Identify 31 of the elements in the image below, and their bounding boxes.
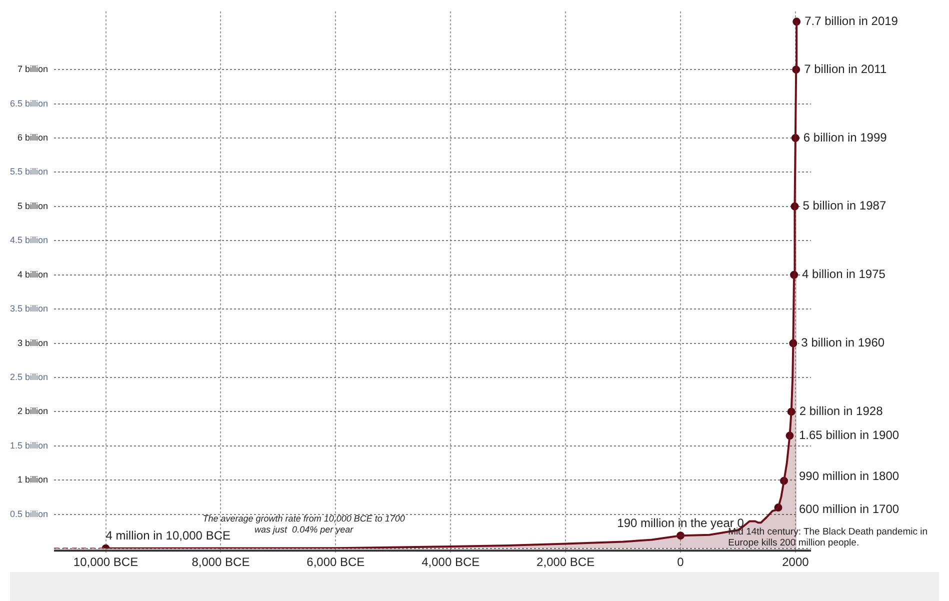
x-tick-label: 2,000 BCE <box>536 555 595 570</box>
y-tick-label: 1.5 billion <box>10 440 48 450</box>
x-tick-label: 4,000 BCE <box>422 555 480 570</box>
y-tick-label: 0.5 billion <box>10 508 48 519</box>
x-tick-label: 2000 <box>782 555 810 570</box>
y-tick-label: 3.5 billion <box>10 304 48 314</box>
annotation: 7.7 billion in 2019 <box>804 14 898 28</box>
annotation: 5 billion in 1987 <box>802 198 886 213</box>
y-tick-label: 4.5 billion <box>10 235 48 246</box>
annotation: 1.65 billion in 1900 <box>799 428 900 442</box>
y-tick-label: 1 billion <box>17 474 48 485</box>
x-tick-label: 6,000 BCE <box>306 555 365 570</box>
y-tick-label: 5 billion <box>17 200 48 211</box>
annotation: 600 million in 1700 <box>799 502 900 516</box>
y-tick-label: 4 billion <box>17 269 48 280</box>
y-tick-label: 7 billion <box>17 64 48 74</box>
annotation: 990 million in 1800 <box>799 469 900 484</box>
y-tick-label: 5.5 billion <box>10 166 48 177</box>
annotation: 2 billion in 1928 <box>799 404 884 418</box>
annotation: 3 billion in 1960 <box>801 336 885 350</box>
x-tick-label: 0 <box>677 555 684 570</box>
y-tick-label: 6.5 billion <box>10 98 48 108</box>
y-tick-label: 2.5 billion <box>10 372 48 382</box>
y-tick-label: 2 billion <box>17 406 48 416</box>
annotation: 7 billion in 2011 <box>804 62 887 76</box>
x-tick-label: 10,000 BCE <box>73 555 138 570</box>
y-tick-label: 3 billion <box>17 338 48 348</box>
annotation: 6 billion in 1999 <box>803 130 888 144</box>
y-tick-label: 6 billion <box>17 132 48 142</box>
annotation: 4 billion in 1975 <box>802 267 886 282</box>
x-tick-label: 8,000 BCE <box>192 555 250 570</box>
